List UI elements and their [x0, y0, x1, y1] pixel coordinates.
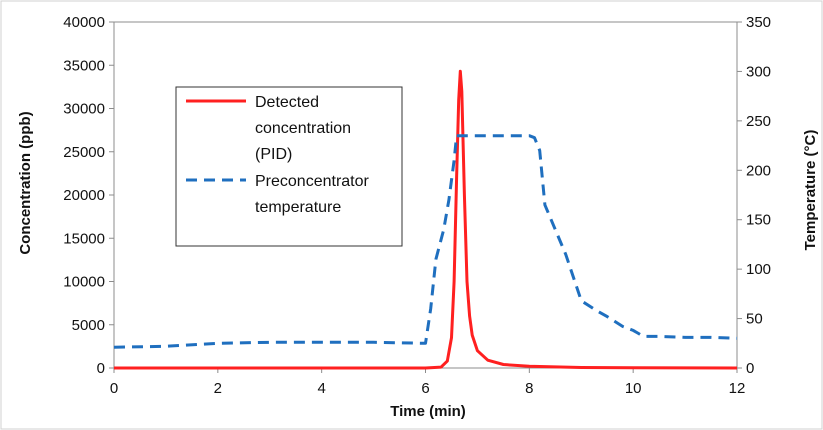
- y-right-tick-label: 0: [746, 360, 754, 377]
- bottom-axis-ticks: 0 2 4 6 8 10 12: [110, 368, 746, 397]
- y-left-tick-label: 15000: [63, 230, 105, 247]
- x-tick-label: 12: [729, 380, 746, 397]
- y-right-tick-label: 50: [746, 311, 763, 328]
- x-axis-title: Time (min): [390, 403, 466, 420]
- legend-label-concentration: Detected concentration (PID): [255, 94, 351, 163]
- x-tick-label: 8: [525, 380, 533, 397]
- legend-label-temperature: Preconcentrator temperature: [255, 173, 370, 216]
- right-axis-ticks: 0 50 100 150 200 250 300 350: [737, 14, 771, 377]
- y-right-tick-label: 100: [746, 261, 771, 278]
- y-axis-left-title: Concentration (ppb): [17, 111, 34, 254]
- x-tick-label: 4: [317, 380, 325, 397]
- y-right-tick-label: 350: [746, 14, 771, 31]
- y-left-tick-label: 25000: [63, 144, 105, 161]
- x-tick-label: 6: [421, 380, 429, 397]
- y-right-tick-label: 300: [746, 63, 771, 80]
- y-right-tick-label: 250: [746, 113, 771, 130]
- y-left-tick-label: 20000: [63, 187, 105, 204]
- y-right-tick-label: 150: [746, 212, 771, 229]
- y-left-tick-label: 0: [97, 360, 105, 377]
- series-line-temperature: [113, 134, 738, 349]
- y-left-tick-label: 5000: [72, 317, 105, 334]
- x-tick-label: 2: [214, 380, 222, 397]
- series-layer: [113, 69, 738, 370]
- y-left-tick-label: 10000: [63, 274, 105, 291]
- x-tick-label: 0: [110, 380, 118, 397]
- y-left-tick-label: 35000: [63, 57, 105, 74]
- y-right-tick-label: 200: [746, 162, 771, 179]
- y-left-tick-label: 40000: [63, 14, 105, 31]
- legend-box: [175, 86, 403, 247]
- x-tick-label: 10: [625, 380, 642, 397]
- series-line-concentration: [114, 69, 738, 370]
- y-left-tick-label: 30000: [63, 101, 105, 118]
- left-axis-ticks: 0 5000 10000 15000 20000 25000 30000 35000 40000: [63, 14, 114, 377]
- y-axis-right-title: Temperature (°C): [802, 130, 819, 251]
- legend: Detected concentration (PID) Preconcentrat…: [175, 86, 403, 247]
